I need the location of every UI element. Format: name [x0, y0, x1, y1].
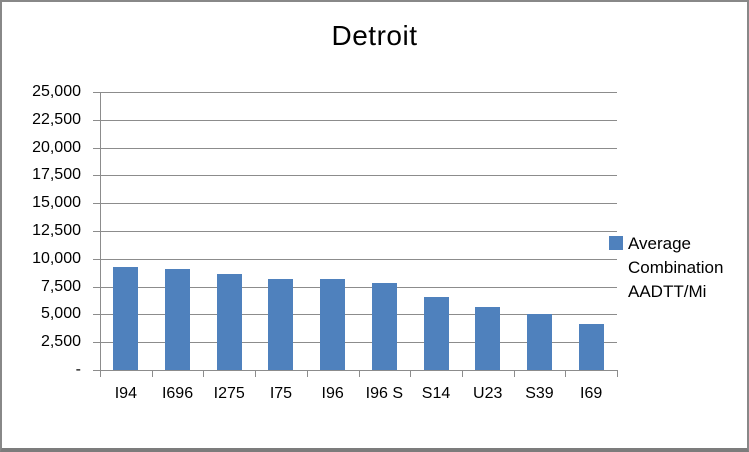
y-axis-label: 10,000: [32, 249, 81, 267]
y-axis-label: 25,000: [32, 83, 81, 100]
y-axis-tick: [93, 258, 100, 260]
x-axis-tick: [358, 370, 360, 377]
bar: [475, 306, 501, 370]
y-axis-tick: [93, 342, 100, 344]
x-axis-tick: [100, 370, 101, 377]
gridline: [100, 147, 617, 149]
bar: [268, 278, 294, 370]
y-axis-tick: [93, 92, 100, 93]
bar: [113, 266, 139, 370]
y-axis-tick: [93, 286, 100, 288]
y-axis-label: 22,500: [32, 110, 81, 128]
gridline: [100, 286, 617, 288]
x-axis-label: I275: [213, 385, 245, 402]
x-axis-label: I696: [161, 385, 194, 402]
x-axis-tick: [203, 370, 205, 377]
gridline: [100, 231, 617, 232]
y-axis-label: 7,500: [40, 277, 81, 295]
y-axis-label: 12,500: [32, 222, 81, 239]
y-axis-label: 2,500: [40, 333, 81, 351]
y-axis-label: 5,000: [40, 305, 81, 323]
y-axis-tick: [93, 314, 100, 316]
legend: Average Combination AADTT/Mi: [609, 232, 734, 304]
x-axis-tick: [255, 370, 257, 377]
bar: [578, 324, 604, 370]
bar: [371, 283, 397, 370]
y-axis-label: 20,000: [32, 138, 81, 156]
gridline: [100, 342, 617, 344]
x-axis-label: S14: [421, 385, 451, 402]
y-axis-tick: [93, 175, 100, 177]
x-axis-tick: [513, 370, 515, 377]
x-axis-label: I96 S: [365, 385, 404, 402]
x-axis-label: I75: [269, 385, 293, 402]
y-axis-tick: [93, 231, 100, 232]
bar: [320, 278, 346, 370]
x-axis-tick: [461, 370, 463, 377]
y-axis-label: 15,000: [32, 194, 81, 212]
x-axis-tick: [617, 370, 618, 377]
y-axis-tick: [93, 147, 100, 149]
y-axis-label: -: [75, 361, 81, 378]
gridline: [100, 119, 617, 121]
y-axis-tick: [93, 203, 100, 205]
gridline: [100, 175, 617, 177]
y-axis-tick: [93, 370, 100, 371]
y-axis-label: 17,500: [32, 166, 81, 184]
y-axis-line: [100, 92, 101, 377]
bar: [423, 296, 449, 370]
gridline: [100, 258, 617, 260]
x-axis-label: U23: [473, 385, 503, 402]
x-axis-tick: [151, 370, 153, 377]
x-axis-tick: [410, 370, 412, 377]
x-axis-tick: [565, 370, 567, 377]
bar: [526, 314, 552, 370]
gridline: [100, 314, 617, 316]
x-axis-label: S39: [525, 385, 554, 402]
bar: [216, 274, 242, 370]
x-axis-label: I96: [321, 385, 344, 402]
y-axis-tick: [93, 119, 100, 121]
x-axis-label: I94: [114, 385, 137, 402]
bar: [165, 268, 191, 370]
chart-title: Detroit: [331, 20, 418, 51]
gridline: [100, 203, 617, 205]
gridline: [100, 92, 617, 93]
legend-label: Average Combination AADTT/Mi: [628, 234, 724, 301]
x-axis-label: I69: [580, 385, 603, 402]
legend-color-swatch-icon: [609, 236, 623, 250]
x-axis-tick: [306, 370, 308, 377]
